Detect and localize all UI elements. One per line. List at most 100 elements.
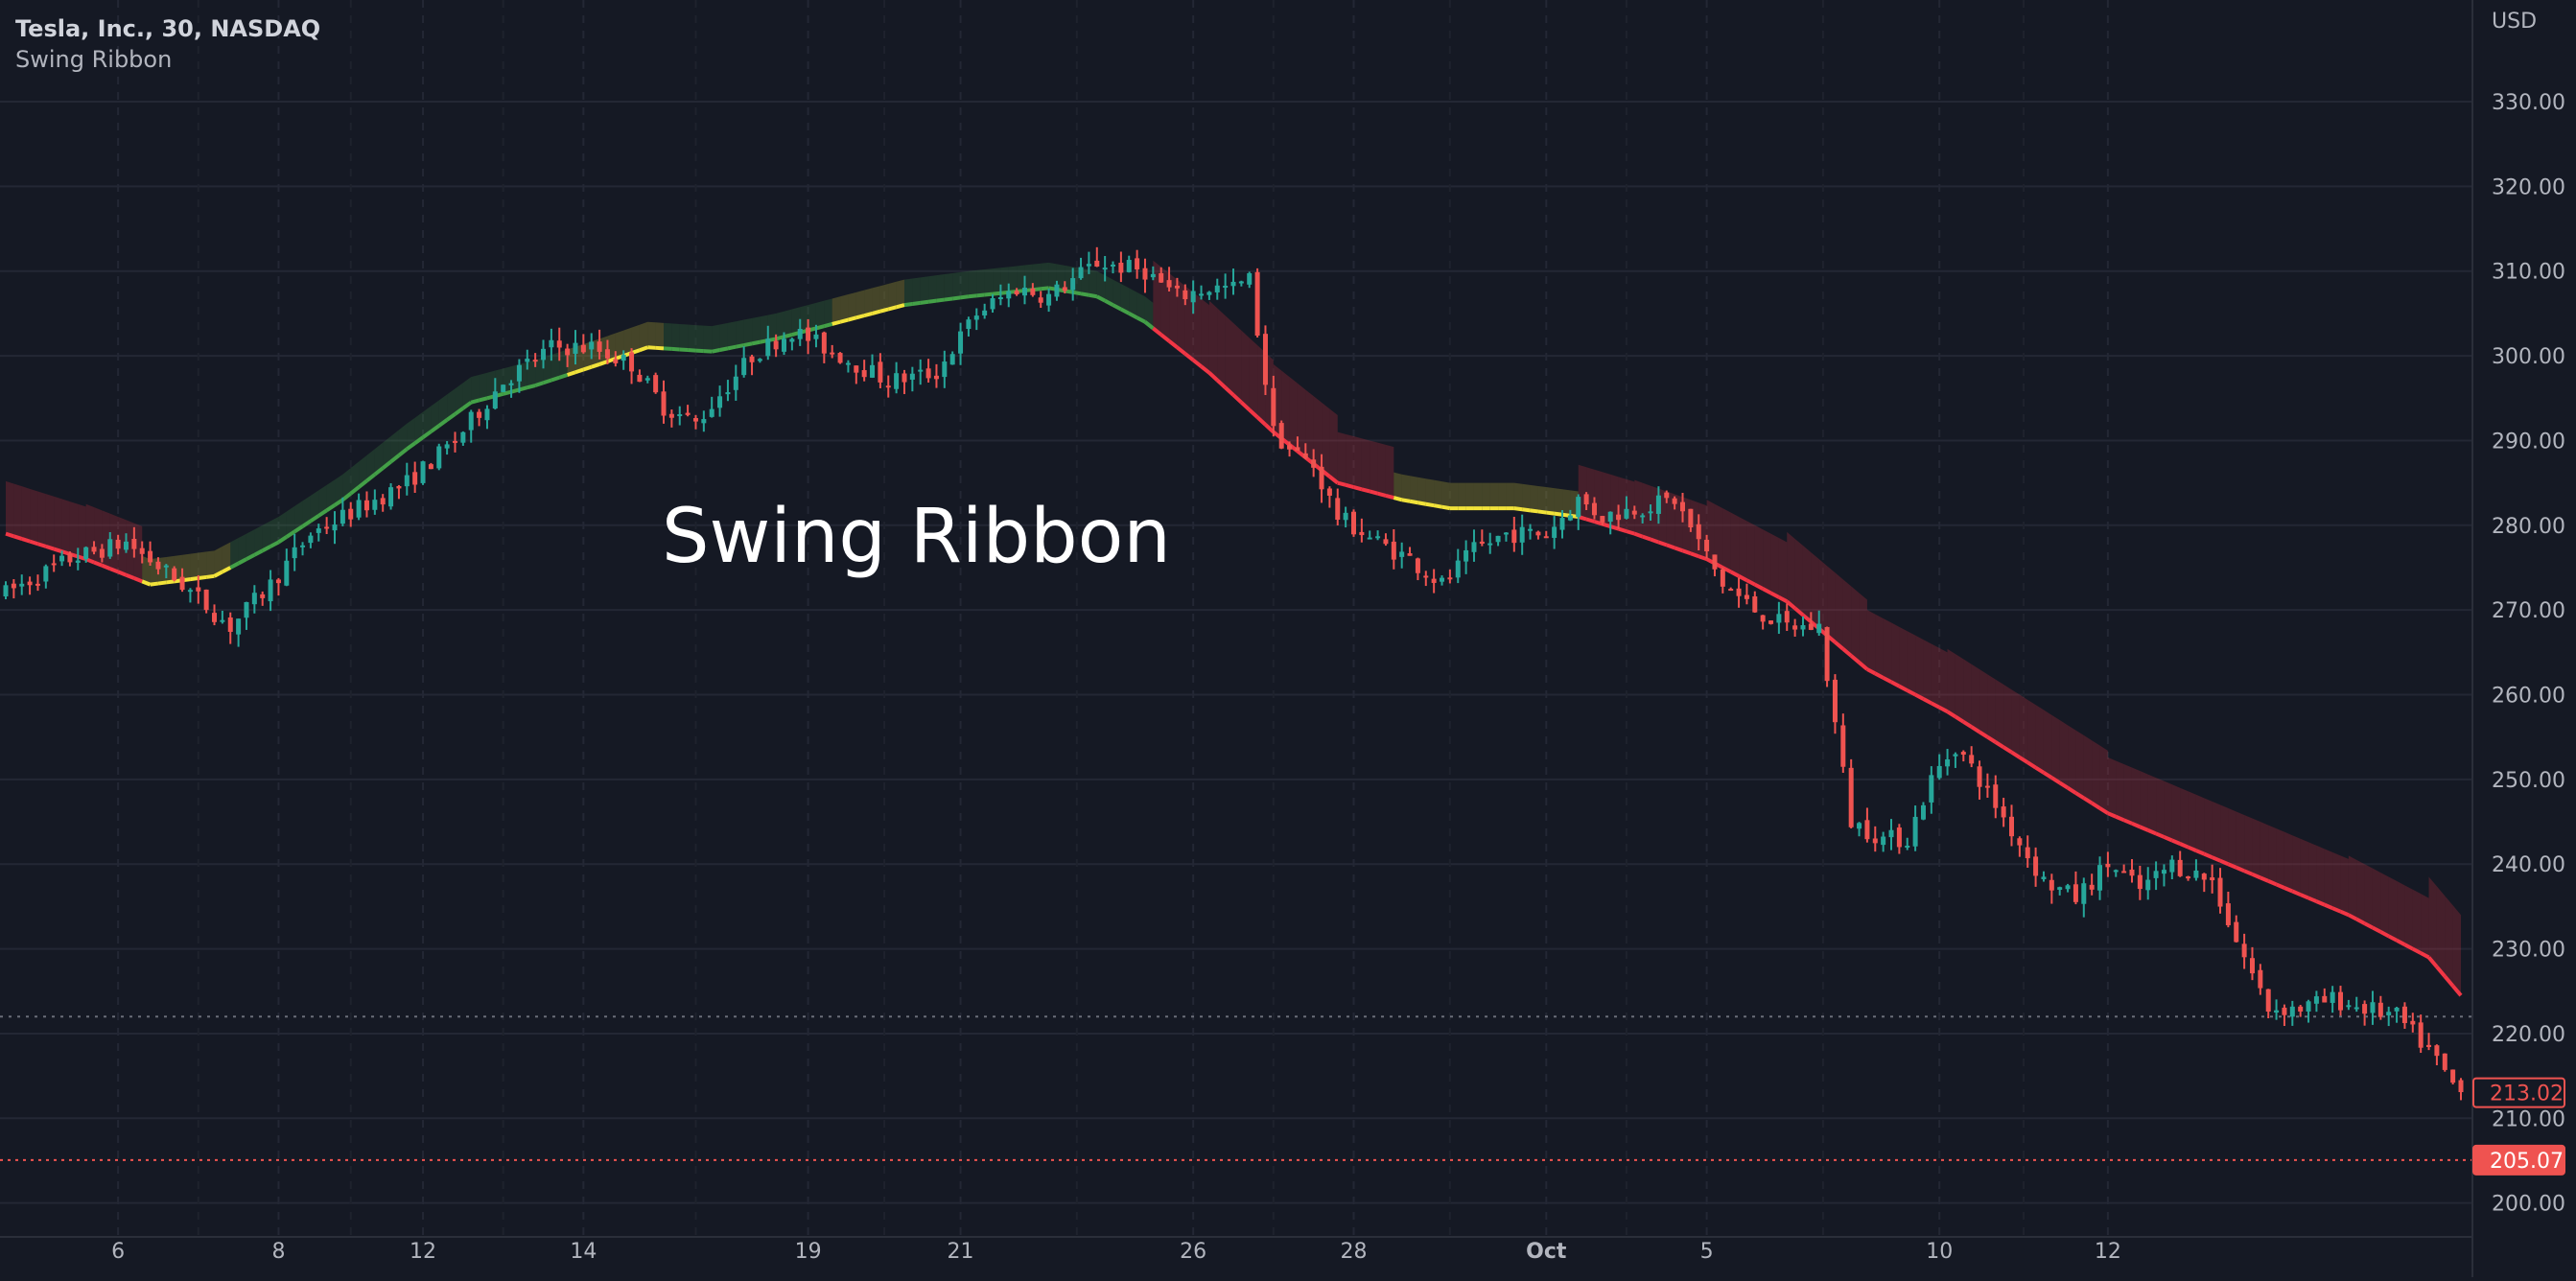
ribbon-band xyxy=(206,550,215,577)
candle-body xyxy=(1014,291,1019,294)
candle-body xyxy=(2458,1080,2464,1093)
candle-body xyxy=(2186,876,2191,879)
symbol-title[interactable]: Tesla, Inc., 30, NASDAQ xyxy=(15,15,321,42)
ribbon-line xyxy=(2074,791,2085,801)
ribbon-line xyxy=(1152,326,1162,337)
ribbon-band xyxy=(1193,291,1202,367)
candle-body xyxy=(1070,278,1076,291)
candle-body xyxy=(107,539,113,557)
indicator-title[interactable]: Swing Ribbon xyxy=(15,46,173,73)
ribbon-band xyxy=(848,291,856,320)
ribbon-band xyxy=(350,461,360,494)
price-tick-label: 230.00 xyxy=(2492,939,2565,963)
ribbon-band xyxy=(366,449,375,481)
candle-body xyxy=(1664,492,1670,499)
ribbon-band xyxy=(1754,524,1764,590)
candle-body xyxy=(148,550,153,563)
candle-body xyxy=(1655,495,1661,514)
ribbon-line xyxy=(2050,776,2061,785)
candle-body xyxy=(1688,508,1694,528)
ribbon-band xyxy=(1353,436,1362,490)
candle-body xyxy=(1223,286,1229,289)
candle-body xyxy=(1062,287,1067,291)
ribbon-band xyxy=(335,474,343,505)
candle-body xyxy=(348,508,354,520)
price-tick-label: 270.00 xyxy=(2492,599,2565,623)
ribbon-band xyxy=(2195,794,2205,854)
ribbon-band xyxy=(2412,889,2422,954)
ribbon-line xyxy=(503,389,512,396)
ribbon-line xyxy=(1946,710,1957,719)
ribbon-band xyxy=(1979,669,1988,737)
ribbon-band xyxy=(78,503,86,560)
ribbon-band xyxy=(1465,482,1474,509)
ribbon-band xyxy=(1048,262,1057,290)
candle-body xyxy=(477,411,482,418)
ribbon-line xyxy=(2339,909,2350,918)
ribbon-band xyxy=(952,271,961,299)
candle-body xyxy=(925,368,931,379)
candle-body xyxy=(1238,281,1244,284)
ribbon-line xyxy=(1609,524,1620,531)
ribbon-band xyxy=(374,442,384,475)
ribbon-band xyxy=(1746,521,1755,585)
ribbon-band xyxy=(2300,838,2309,898)
ribbon-band xyxy=(872,286,880,314)
candle-body xyxy=(1135,258,1140,269)
ribbon-band xyxy=(2099,745,2108,814)
ribbon-line xyxy=(518,385,528,392)
candle-body xyxy=(2241,943,2247,958)
ribbon-line xyxy=(1385,493,1394,501)
candle-body xyxy=(59,555,65,562)
time-axis[interactable]: 6 8 12 14 19 21 26 28 Oct 5 10 12 xyxy=(0,1236,2472,1264)
candle-body xyxy=(251,593,257,605)
ribbon-line xyxy=(2267,879,2278,887)
candle-body xyxy=(163,565,169,568)
ribbon-band xyxy=(743,317,753,346)
ribbon-band xyxy=(1489,482,1499,509)
candle-body xyxy=(292,547,297,559)
ribbon-band xyxy=(1233,322,1242,403)
candle-body xyxy=(1021,288,1027,296)
candle-body xyxy=(1800,625,1806,630)
time-tick-label: 26 xyxy=(1180,1240,1206,1264)
candle-body xyxy=(1857,823,1862,829)
price-axis[interactable]: 330.00 320.00 310.00 300.00 290.00 280.00 270.… xyxy=(2471,0,2565,1277)
ribbon-line xyxy=(1433,503,1442,509)
ribbon-line xyxy=(301,519,313,528)
price-tick-label: 290.00 xyxy=(2492,430,2565,454)
ribbon-band xyxy=(1770,533,1779,597)
candle-body xyxy=(1977,766,1982,787)
ribbon-line xyxy=(2163,835,2173,843)
ribbon-band xyxy=(1169,272,1178,348)
ribbon-line xyxy=(1112,303,1122,312)
ribbon-band xyxy=(2388,876,2398,941)
candle-body xyxy=(1672,498,1677,504)
price-tick-label: 330.00 xyxy=(2492,91,2565,115)
ribbon-line xyxy=(951,295,961,301)
candle-body xyxy=(1006,291,1012,299)
ribbon-band xyxy=(1144,296,1154,329)
ribbon-line xyxy=(261,545,272,553)
currency-label[interactable]: USD xyxy=(2492,10,2538,34)
candle-body xyxy=(1535,531,1541,536)
ribbon-band xyxy=(1184,286,1194,361)
ribbon-band xyxy=(760,314,768,342)
candle-body xyxy=(677,414,683,417)
ribbon-band xyxy=(262,521,271,551)
candle-body xyxy=(878,361,883,383)
ribbon-band xyxy=(879,283,889,312)
ribbon-line xyxy=(1785,599,1796,610)
ribbon-line xyxy=(574,367,584,375)
candle-body xyxy=(1431,578,1437,583)
ribbon-line xyxy=(1183,352,1195,362)
candle-body xyxy=(227,617,233,632)
ribbon-band xyxy=(431,400,439,432)
ribbon-line xyxy=(93,560,104,568)
ribbon-band xyxy=(1811,552,1819,629)
ribbon-line xyxy=(1554,511,1563,517)
ribbon-band xyxy=(246,529,255,560)
ribbon-line xyxy=(2139,825,2149,832)
